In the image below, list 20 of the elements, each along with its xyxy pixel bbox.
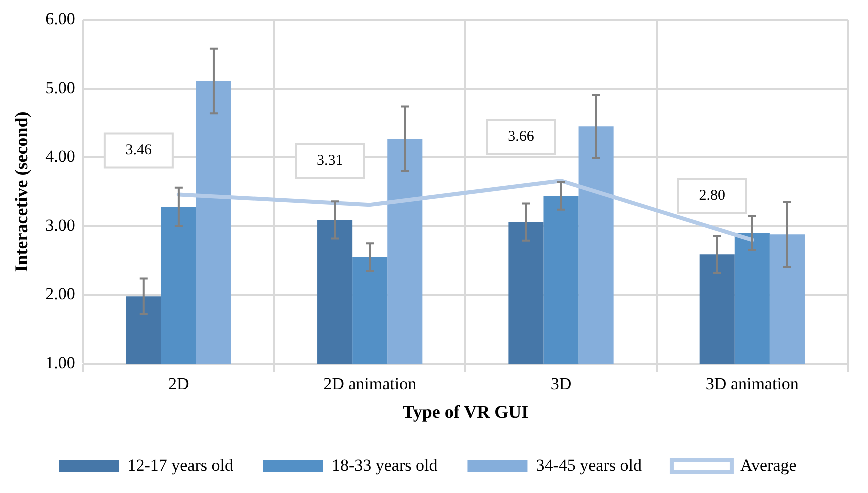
- legend-label: 34-45 years old: [536, 456, 642, 475]
- y-tick-label: 6.00: [46, 9, 76, 28]
- data-label: 2.80: [699, 188, 726, 204]
- legend-label: Average: [740, 456, 797, 475]
- data-label: 3.66: [508, 128, 535, 145]
- y-tick-label: 1.00: [46, 353, 76, 372]
- y-tick-label: 3.00: [46, 216, 76, 235]
- x-tick-label: 2D animation: [324, 374, 418, 394]
- data-label: 3.46: [126, 142, 153, 159]
- y-tick-label: 4.00: [46, 147, 76, 166]
- x-axis-title: Type of VR GUI: [402, 402, 529, 422]
- y-tick-label: 2.00: [46, 284, 76, 304]
- legend-label: 12-17 years old: [128, 456, 234, 475]
- y-axis-title: Interacetive (second): [11, 112, 32, 272]
- y-tick-label: 5.00: [46, 78, 76, 98]
- legend-label: 18-33 years old: [332, 456, 438, 475]
- x-tick-label: 2D: [168, 374, 190, 394]
- x-tick-label: 3D animation: [706, 374, 800, 394]
- x-tick-label: 3D: [550, 374, 572, 394]
- data-label: 3.31: [316, 153, 344, 170]
